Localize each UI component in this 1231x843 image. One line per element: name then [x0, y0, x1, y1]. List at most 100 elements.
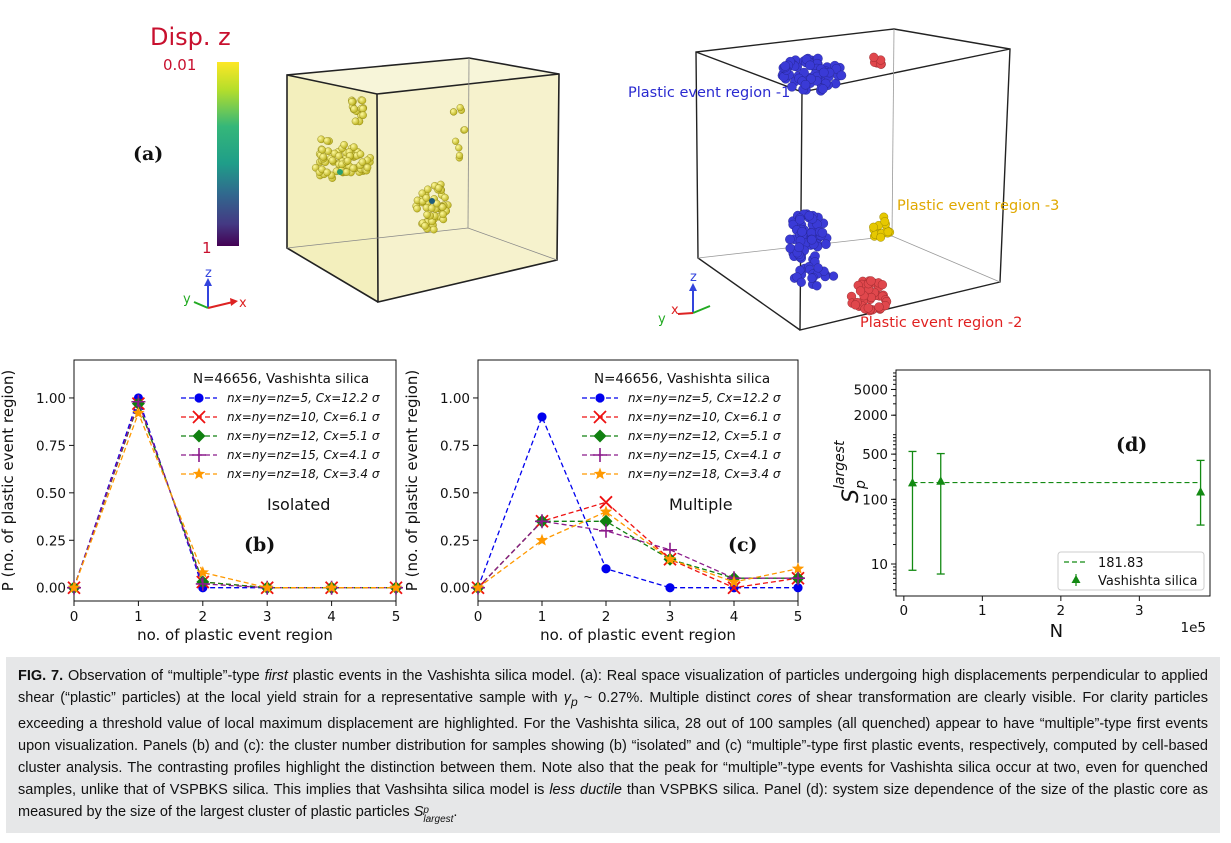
region-1-particles: [777, 53, 847, 96]
simulation-box-left: [286, 57, 560, 304]
x-tick-label: 3: [263, 609, 272, 625]
panel-b-legend-entry: nx=ny=nz=15, Cx=4.1 σ: [181, 448, 380, 462]
panel-c-legend-title: N=46656, Vashishta silica: [594, 371, 770, 387]
x-tick-label: 5: [794, 609, 803, 625]
data-point: [793, 583, 803, 593]
cluster-particles: [347, 96, 368, 126]
x-tick-label: 0: [474, 609, 483, 625]
panel-b-legend-entry: nx=ny=nz=18, Cx=3.4 σ: [181, 467, 380, 481]
cluster-particles: [449, 103, 469, 162]
data-point: [67, 581, 81, 593]
data-point: [192, 410, 206, 424]
x-tick-label: 2: [1057, 603, 1066, 619]
legend-label: nx=ny=nz=5, Cx=12.2 σ: [227, 391, 380, 405]
x-tick-label: 4: [327, 609, 336, 625]
panel-c-legend-entry: nx=ny=nz=10, Cx=6.1 σ: [582, 410, 781, 424]
panel-b-chart: 0 1 2 3 4 5 0.00 0.25 0.50 0.75 1.00 no. of plastic…: [0, 359, 403, 644]
figure-caption: FIG. 7. Observation of “multiple”-type f…: [6, 657, 1220, 833]
region-3-label: Plastic event region -3: [897, 198, 1059, 214]
panel-b-series: [67, 406, 403, 593]
legend-box: [1057, 551, 1205, 591]
panel-b-panel-label: (b): [244, 534, 275, 556]
axis-y-label-right: y: [658, 312, 666, 327]
data-point: [727, 575, 741, 588]
series-line: [477, 520, 798, 589]
data-point: [663, 552, 677, 565]
caption-s-sub: largest: [423, 813, 454, 825]
triangle-marker: [1196, 486, 1206, 496]
caption-gamma: γ: [563, 690, 571, 706]
y-label-sub: p: [853, 480, 869, 490]
data-point: [325, 581, 338, 593]
panel-c-legend-entry: nx=ny=nz=12, Cx=5.1 σ: [582, 429, 781, 443]
plastic-particle-clusters-left: [311, 96, 469, 234]
region-2-particles: [846, 276, 892, 316]
caption-s-sup: p: [423, 804, 429, 816]
y-tick-label: 500: [862, 447, 888, 463]
colorbar: [217, 62, 239, 246]
region-1-particles: [778, 61, 792, 75]
axes-triad-right: z x y: [658, 270, 711, 327]
region-3-particles: [869, 212, 895, 242]
data-point: [261, 581, 274, 593]
y-tick-label: 1.00: [440, 391, 470, 407]
x-tick-label: 2: [602, 609, 611, 625]
x-tick-label: 1: [978, 603, 987, 619]
x-tick-label: 5: [392, 609, 401, 625]
legend-label: nx=ny=nz=12, Cx=5.1 σ: [628, 429, 781, 443]
caption-s-symbol: S: [413, 803, 424, 820]
data-point: [599, 495, 613, 509]
series-line: [477, 511, 799, 589]
y-tick-label: 0.75: [440, 438, 470, 454]
region-1-particles: [789, 262, 839, 291]
data-point: [192, 448, 206, 462]
data-point: [192, 467, 206, 480]
x-tick-label: 0: [70, 609, 79, 625]
data-point: [907, 450, 917, 571]
data-point: [593, 410, 607, 424]
panel-a-displacement-view: (a) Disp. z 0.01 1 z x y: [133, 23, 560, 311]
y-tick-label: 5000: [854, 382, 888, 398]
caption-gamma-sub: p: [570, 694, 578, 709]
y-tick-label: 0.25: [440, 533, 470, 549]
series-line: [73, 411, 396, 589]
x-tick-label: 1: [134, 609, 143, 625]
panel-c-y-axis-label: P (no. of plastic event region): [403, 370, 421, 591]
triangle-marker: [936, 476, 946, 485]
panel-b-plot-frame: [73, 359, 397, 602]
caption-text: .: [453, 803, 458, 820]
panel-c-series: [471, 505, 805, 593]
region-1-label: Plastic event region -1: [628, 85, 790, 101]
panel-b-legend-title: N=46656, Vashishta silica: [193, 371, 369, 387]
y-tick-label: 2000: [854, 408, 888, 424]
y-tick-label: 0.00: [440, 581, 470, 597]
data-point: [665, 583, 675, 593]
panel-b-legend-entry: nx=ny=nz=10, Cx=6.1 σ: [181, 410, 380, 424]
legend-label: nx=ny=nz=15, Cx=4.1 σ: [628, 448, 781, 462]
x-tick-label: 3: [1135, 603, 1144, 619]
panel-c-legend-entry: nx=ny=nz=15, Cx=4.1 σ: [582, 448, 781, 462]
caption-text: of shear transformation are clearly visi…: [18, 690, 1208, 798]
panel-c-x-axis-label: no. of plastic event region: [540, 626, 736, 644]
cluster-particles: [412, 180, 452, 234]
colorbar-min-label: 1: [202, 239, 212, 257]
caption-emphasis: cores: [756, 690, 792, 706]
data-point: [595, 393, 605, 403]
y-tick-label: 0.50: [440, 486, 470, 502]
data-point: [535, 533, 549, 546]
caption-text: ~ 0.27%. Multiple distinct: [577, 690, 757, 706]
caption-emphasis: first: [264, 668, 288, 684]
axes-triad-left: z x y: [183, 266, 247, 311]
panel-b-annotation: Isolated: [267, 495, 330, 514]
legend-label: nx=ny=nz=10, Cx=6.1 σ: [227, 410, 380, 424]
data-point: [593, 467, 607, 480]
plastic-event-regions: [777, 52, 895, 316]
legend-label: Vashishta silica: [1098, 574, 1197, 589]
axis-z-label-right: z: [690, 270, 697, 285]
data-point: [936, 452, 946, 575]
panel-a-region-view: Plastic event region -1 Plastic event re…: [628, 28, 1059, 331]
region-2-label: Plastic event region -2: [860, 315, 1022, 331]
y-tick-label: 1.00: [36, 391, 66, 407]
data-point: [196, 566, 209, 578]
